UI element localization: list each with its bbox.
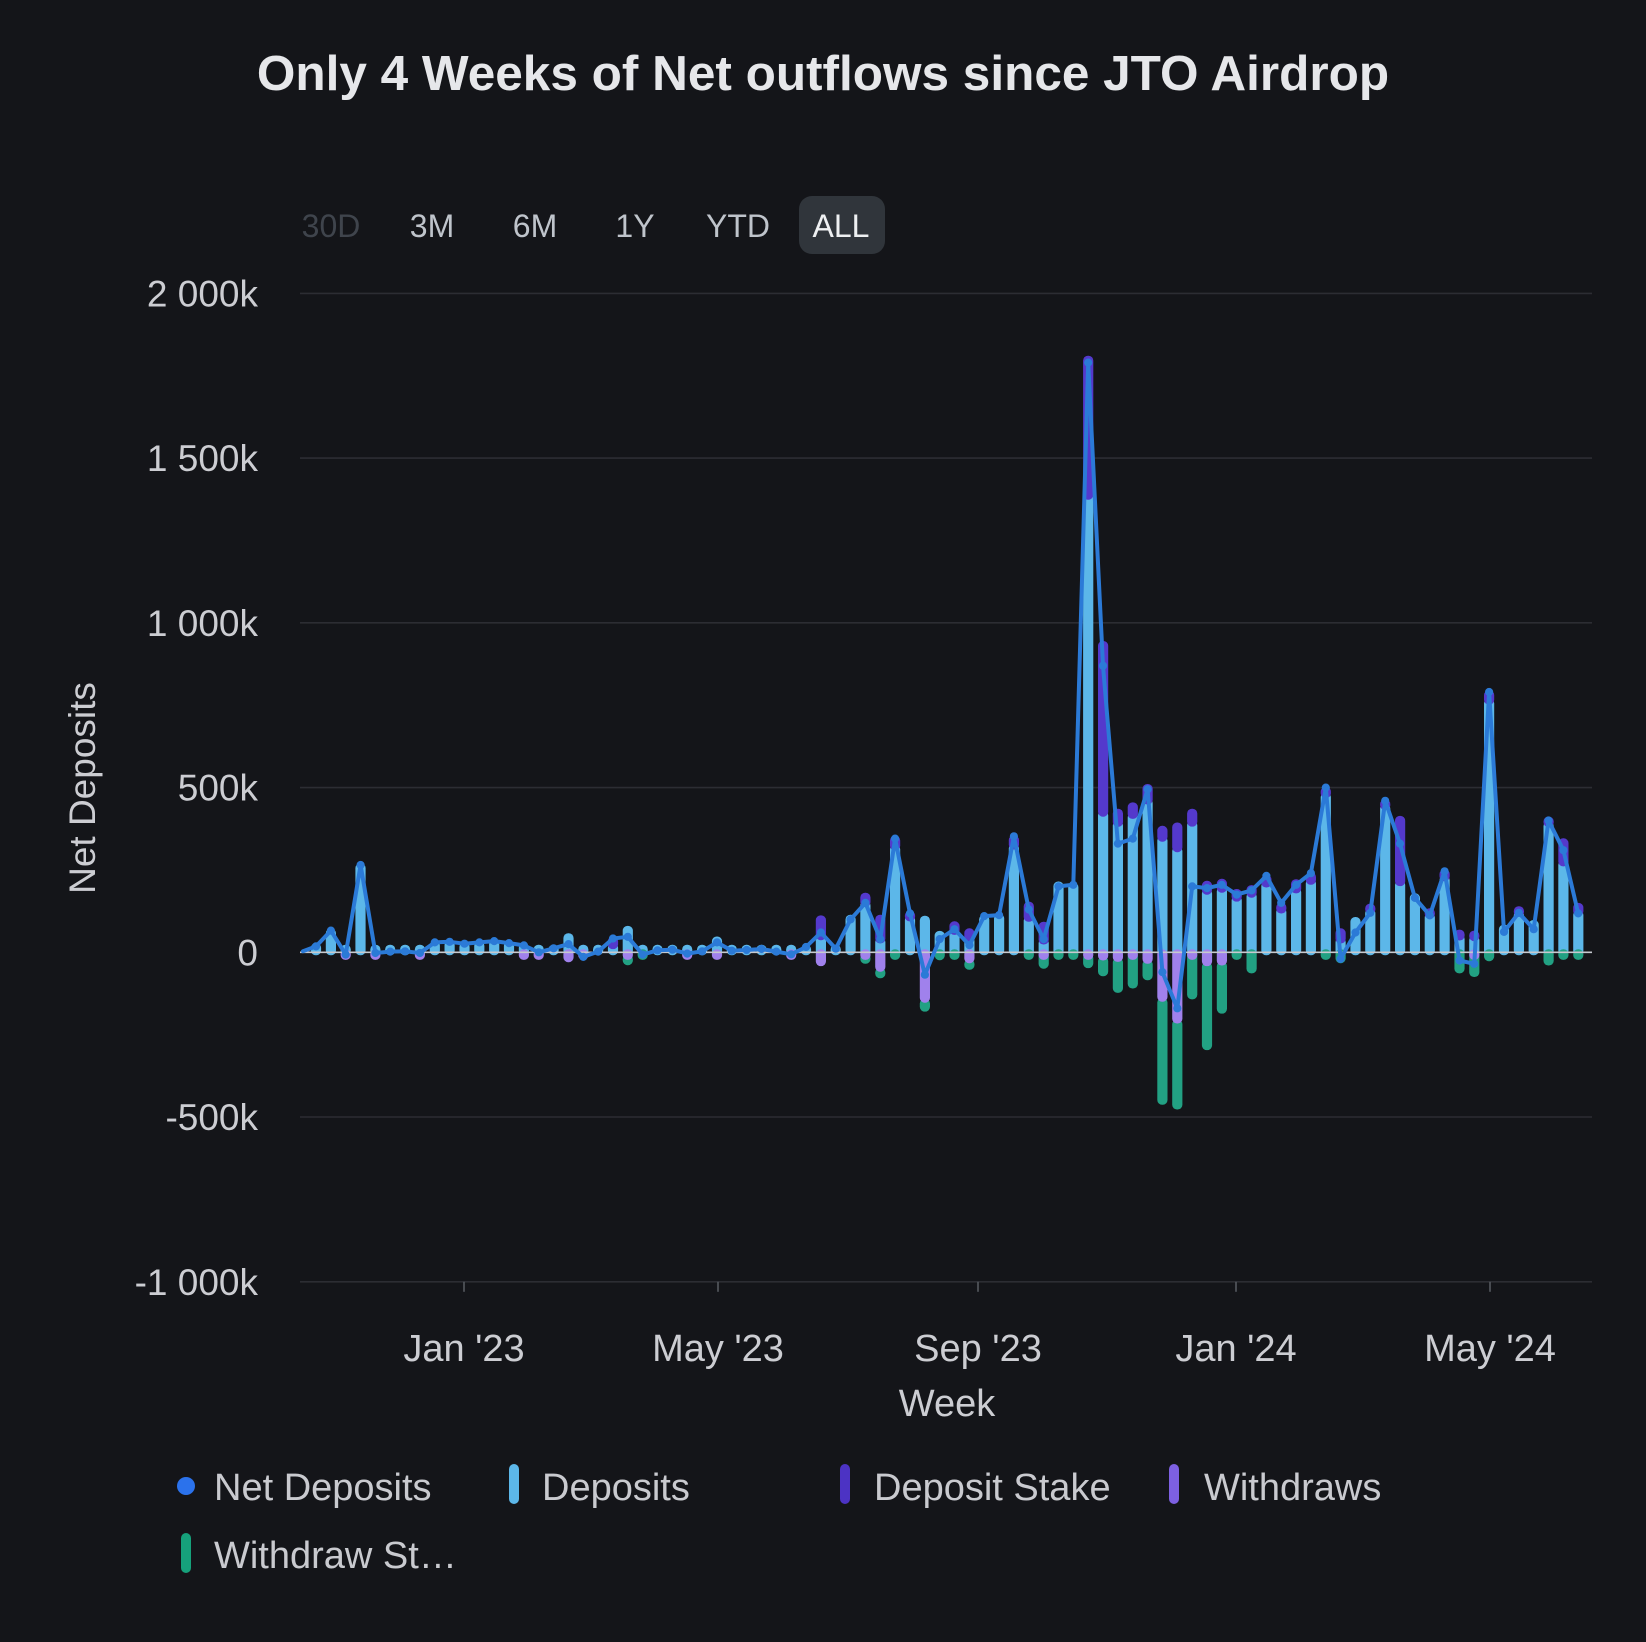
- svg-text:YTD: YTD: [706, 208, 770, 244]
- svg-text:3M: 3M: [410, 208, 454, 244]
- svg-text:-500k: -500k: [165, 1097, 258, 1138]
- svg-text:Withdraw St…: Withdraw St…: [214, 1535, 457, 1577]
- svg-text:Deposit Stake: Deposit Stake: [874, 1467, 1111, 1509]
- svg-text:500k: 500k: [178, 768, 259, 809]
- svg-text:1Y: 1Y: [615, 208, 654, 244]
- svg-text:Jan '24: Jan '24: [1175, 1328, 1296, 1370]
- svg-text:Sep '23: Sep '23: [914, 1328, 1042, 1370]
- svg-text:Week: Week: [899, 1383, 996, 1425]
- svg-text:ALL: ALL: [813, 208, 870, 244]
- svg-text:Jan '23: Jan '23: [403, 1328, 524, 1370]
- svg-text:Withdraws: Withdraws: [1204, 1467, 1381, 1509]
- svg-text:1 500k: 1 500k: [147, 438, 259, 479]
- svg-text:1 000k: 1 000k: [147, 603, 259, 644]
- svg-text:Deposits: Deposits: [542, 1467, 690, 1509]
- svg-text:-1 000k: -1 000k: [135, 1262, 259, 1303]
- svg-text:Only 4 Weeks of Net outflows s: Only 4 Weeks of Net outflows since JTO A…: [257, 46, 1389, 101]
- svg-text:May '24: May '24: [1424, 1328, 1556, 1370]
- svg-text:6M: 6M: [513, 208, 557, 244]
- svg-text:30D: 30D: [302, 208, 361, 244]
- svg-text:Net Deposits: Net Deposits: [62, 682, 103, 894]
- svg-text:Net Deposits: Net Deposits: [214, 1467, 432, 1509]
- svg-text:2 000k: 2 000k: [147, 273, 259, 314]
- svg-text:0: 0: [237, 932, 258, 973]
- svg-text:May '23: May '23: [652, 1328, 784, 1370]
